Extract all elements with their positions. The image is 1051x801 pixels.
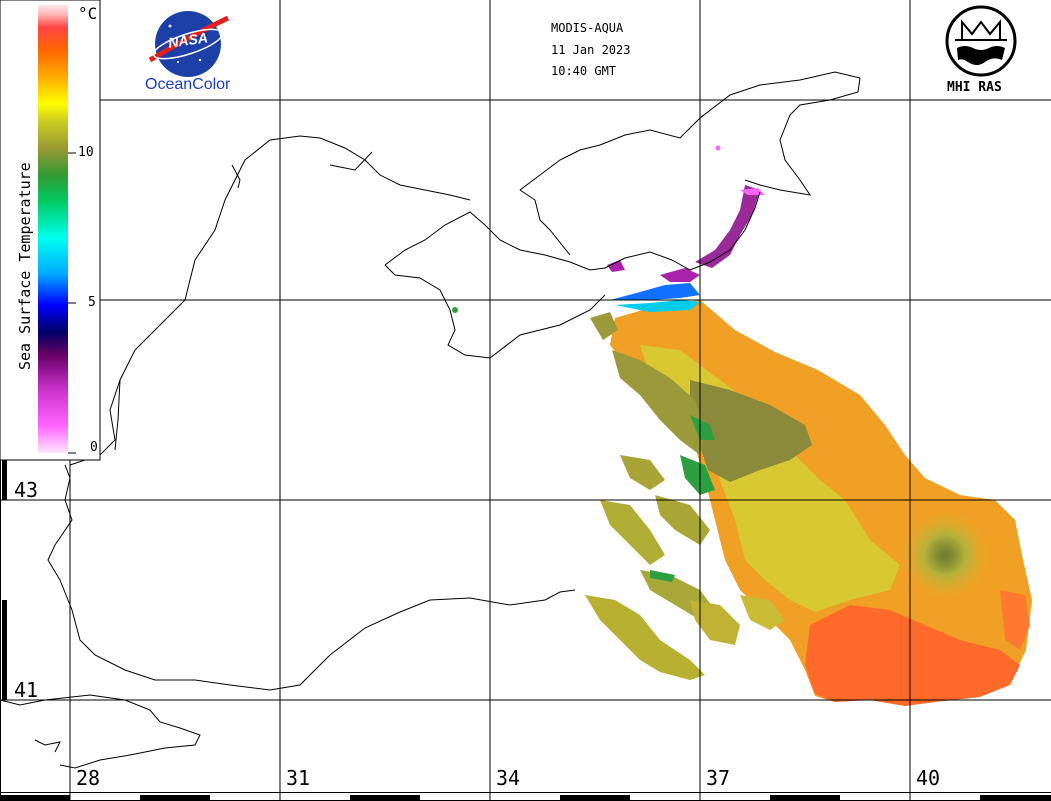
satellite-label: MODIS-AQUA <box>551 21 624 35</box>
sst-field <box>452 145 1032 706</box>
mhi-logo <box>945 5 1017 77</box>
sst-eddy-core <box>925 535 965 575</box>
lon-label-40: 40 <box>916 766 941 790</box>
nasa-logo <box>148 11 230 77</box>
sst-red-patch-2 <box>1000 590 1030 650</box>
colorbar-tick-0: 0 <box>90 440 98 455</box>
colorbar <box>0 0 101 461</box>
colorbar-title: Sea Surface Temperature <box>16 162 34 370</box>
lat-label-41: 41 <box>14 678 39 702</box>
date-label: 11 Jan 2023 <box>551 43 631 57</box>
coastline <box>0 71 861 769</box>
sst-red-field <box>805 605 1020 706</box>
sst-azov-purple <box>695 185 760 268</box>
colorbar-tick-5: 5 <box>88 295 96 310</box>
lon-label-31: 31 <box>286 766 311 790</box>
sst-kerch-blue <box>610 283 700 300</box>
nasa-caption: OceanColor <box>145 76 231 93</box>
lat-label-43: 43 <box>14 478 39 502</box>
colorbar-gradient <box>38 5 68 453</box>
lon-label-37: 37 <box>706 766 731 790</box>
lon-label-34: 34 <box>496 766 521 790</box>
mhi-caption: MHI RAS <box>947 80 1002 95</box>
sst-olive-coastal <box>612 350 705 455</box>
time-label: 10:40 GMT <box>551 64 617 78</box>
colorbar-unit: °C <box>78 4 98 23</box>
colorbar-tick-10: 10 <box>78 145 94 160</box>
sst-olive-zone <box>690 380 812 482</box>
lon-label-28: 28 <box>76 766 101 790</box>
